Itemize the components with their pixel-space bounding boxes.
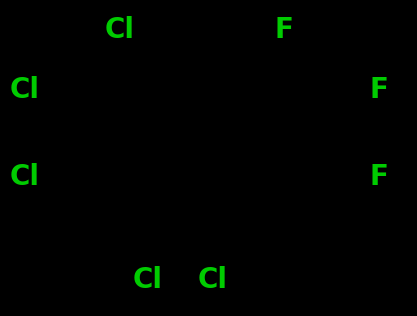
Text: F: F [369,163,389,191]
Text: Cl: Cl [10,76,40,104]
Text: Cl: Cl [198,266,228,294]
Text: F: F [275,16,294,44]
Text: F: F [369,76,389,104]
Text: Cl: Cl [104,16,134,44]
Text: Cl: Cl [10,163,40,191]
Text: Cl: Cl [133,266,163,294]
